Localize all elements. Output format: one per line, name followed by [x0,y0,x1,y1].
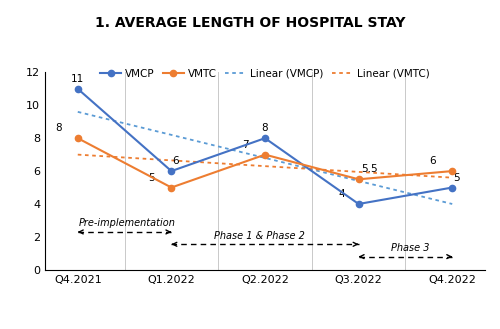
Linear (VMTC) [449,176,455,180]
Text: 11: 11 [71,74,85,84]
Linear (VMCP) [417,194,423,198]
Linear (VMCP) [144,127,150,131]
Text: 8: 8 [262,123,268,133]
VMCP [449,186,455,190]
Linear (VMCP) [174,135,180,139]
Linear (VMCP) [449,202,455,206]
Text: 5: 5 [453,173,460,183]
Text: 5.5: 5.5 [362,164,378,174]
Text: 6: 6 [430,156,436,166]
Linear (VMCP) [90,114,96,117]
Text: Phase 3: Phase 3 [392,243,430,253]
Text: Pre-implementation: Pre-implementation [78,218,176,228]
VMTC [356,177,362,181]
VMTC [75,136,81,140]
Linear (VMTC) [430,174,436,178]
VMTC [262,153,268,157]
Linear (VMCP) [75,110,81,114]
Legend: VMCP, VMTC, Linear (VMCP), Linear (VMTC): VMCP, VMTC, Linear (VMCP), Linear (VMTC) [96,64,434,83]
Text: 1. AVERAGE LENGTH OF HOSPITAL STAY: 1. AVERAGE LENGTH OF HOSPITAL STAY [95,16,405,31]
Text: 6: 6 [172,156,179,166]
Linear (VMTC) [75,153,81,157]
Line: Linear (VMTC): Linear (VMTC) [78,155,452,178]
Line: VMCP: VMCP [74,86,456,207]
VMCP [168,169,174,173]
VMCP [356,202,362,206]
Linear (VMTC) [417,174,423,178]
VMCP [262,136,268,140]
Linear (VMTC) [174,159,180,163]
Text: 8: 8 [55,123,62,133]
Linear (VMCP) [98,115,103,119]
Text: Phase 1 & Phase 2: Phase 1 & Phase 2 [214,231,304,240]
VMTC [449,169,455,173]
Line: Linear (VMCP): Linear (VMCP) [78,112,452,204]
Linear (VMTC) [90,154,96,158]
Text: 4: 4 [338,189,345,199]
Linear (VMTC) [144,157,150,161]
Linear (VMTC) [98,154,103,158]
Line: VMTC: VMTC [74,135,456,190]
Linear (VMCP) [430,197,436,201]
Text: 5: 5 [148,173,156,183]
Text: 7: 7 [242,140,249,150]
VMCP [75,87,81,91]
VMTC [168,186,174,190]
